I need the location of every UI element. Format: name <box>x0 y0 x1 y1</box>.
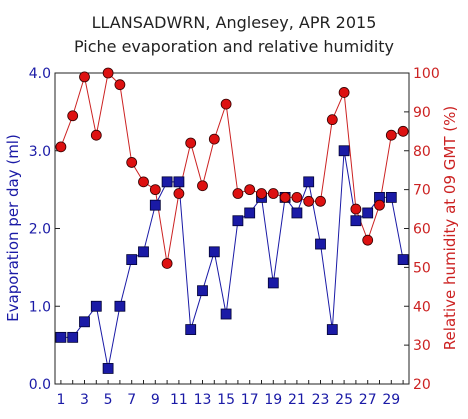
left-tick-label: 1.0 <box>29 299 51 315</box>
x-tick-label: 15 <box>217 392 235 408</box>
humidity-point <box>256 188 267 199</box>
evaporation-point <box>220 308 232 320</box>
plot-frame <box>54 72 410 385</box>
humidity-point <box>149 184 161 196</box>
evaporation-point <box>173 176 185 188</box>
left-tick-label: 3.0 <box>29 144 51 160</box>
humidity-point <box>208 133 220 145</box>
right-tick-label: 50 <box>413 260 431 276</box>
chart-title: LLANSADWRN, Anglesey, APR 2015 <box>92 13 377 32</box>
x-tick-label: 9 <box>151 392 160 408</box>
evaporation-point <box>244 207 256 219</box>
humidity-point <box>385 129 397 141</box>
evaporation-point <box>362 207 374 219</box>
humidity-point <box>90 129 102 141</box>
x-tick-label: 19 <box>264 392 282 408</box>
humidity-point <box>220 98 232 110</box>
right-tick-label: 70 <box>413 183 431 199</box>
x-tick-label: 17 <box>241 392 259 408</box>
humidity-point <box>362 234 374 246</box>
humidity-point <box>338 87 350 98</box>
right-tick-label: 20 <box>413 377 431 393</box>
right-tick-label: 40 <box>413 299 431 315</box>
left-tick-label: 2.0 <box>29 222 51 238</box>
humidity-point <box>67 110 79 122</box>
humidity-point <box>79 71 90 83</box>
humidity-point <box>161 258 173 269</box>
x-tick-label: 21 <box>288 392 306 408</box>
humidity-point <box>173 188 185 199</box>
x-tick-label: 13 <box>194 392 212 408</box>
x-tick-label: 7 <box>127 392 136 408</box>
humidity-point <box>102 67 114 79</box>
x-tick-label: 11 <box>170 392 188 408</box>
chart-subtitle: Piche evaporation and relative humidity <box>74 37 394 56</box>
series-line-left <box>60 150 404 369</box>
x-tick-label: 1 <box>56 392 65 408</box>
humidity-point <box>232 188 244 199</box>
humidity-point <box>374 199 385 211</box>
series-line-right <box>60 71 404 264</box>
humidity-point <box>350 203 362 215</box>
humidity-point <box>114 79 126 91</box>
right-axis: 20 30 40 50 60 70 80 90 100 <box>404 66 440 393</box>
evaporation-point <box>338 145 350 157</box>
humidity-point <box>244 184 256 196</box>
x-tick-label: 25 <box>335 392 353 408</box>
evaporation-point <box>102 363 114 374</box>
evaporation-point <box>232 215 244 227</box>
humidity-point <box>267 188 279 199</box>
humidity-point <box>126 157 138 168</box>
evaporation-point <box>291 207 303 219</box>
evaporation-point <box>315 238 326 250</box>
evaporation-point <box>67 331 79 343</box>
humidity-point <box>138 176 149 188</box>
evaporation-point <box>185 324 197 335</box>
humidity-point <box>197 180 208 192</box>
humidity-point <box>279 191 291 203</box>
evaporation-point <box>161 176 173 188</box>
x-tick-label: 23 <box>312 392 330 408</box>
y-axis-left-label: Evaporation per day (ml) <box>4 134 22 322</box>
evaporation-point <box>397 254 409 266</box>
evaporation-point <box>326 324 338 335</box>
evaporation-point <box>197 285 208 297</box>
humidity-point <box>291 191 303 203</box>
left-axis: 0.0 1.0 2.0 3.0 4.0 <box>29 66 60 393</box>
right-tick-label: 60 <box>413 222 431 238</box>
evaporation-point <box>208 246 220 258</box>
humidity-point <box>315 195 326 207</box>
evaporation-point <box>79 316 90 328</box>
series-layer <box>55 67 409 374</box>
evaporation-point <box>385 191 397 203</box>
humidity-point <box>55 141 67 153</box>
bottom-axis: 1 3 5 7 9 11 13 15 17 19 21 23 25 27 29 <box>56 380 404 408</box>
right-tick-label: 100 <box>413 66 440 82</box>
right-tick-label: 30 <box>413 338 431 354</box>
left-tick-label: 4.0 <box>29 66 51 82</box>
humidity-point <box>326 114 338 126</box>
right-tick-label: 90 <box>413 105 431 121</box>
y-axis-right-label: Relative humidity at 09 GMT (%) <box>441 106 459 350</box>
x-tick-label: 3 <box>80 392 89 408</box>
evaporation-point <box>149 199 161 211</box>
humidity-point <box>185 137 197 149</box>
humidity-point <box>397 125 409 137</box>
x-tick-label: 29 <box>382 392 400 408</box>
evaporation-point <box>303 176 315 188</box>
left-tick-label: 0.0 <box>29 377 51 393</box>
evaporation-point <box>55 331 67 343</box>
evaporation-point <box>90 300 102 312</box>
evaporation-point <box>138 246 149 258</box>
right-tick-label: 80 <box>413 144 431 160</box>
evaporation-point <box>126 254 138 266</box>
evaporation-point <box>114 300 126 312</box>
humidity-point <box>303 195 315 207</box>
x-tick-label: 5 <box>104 392 113 408</box>
evaporation-point <box>267 277 279 289</box>
evaporation-point <box>350 215 362 227</box>
x-tick-label: 27 <box>359 392 377 408</box>
